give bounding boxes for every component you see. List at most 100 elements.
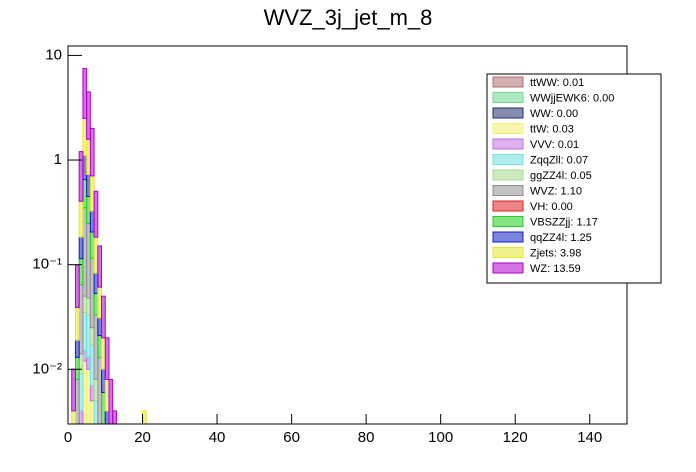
- legend-swatch: [492, 76, 524, 88]
- legend-label: WWjjEWK6: 0.00: [530, 92, 614, 104]
- legend-swatch: [492, 154, 524, 165]
- histogram-bar: [89, 210, 95, 233]
- histogram-bar: [89, 327, 95, 346]
- histogram-bar: [78, 236, 84, 260]
- histogram-bar: [78, 284, 84, 355]
- histogram-bar: [97, 317, 103, 337]
- histogram-bar: [86, 91, 91, 140]
- histogram-bar: [89, 127, 95, 177]
- histogram-bar: [86, 196, 91, 224]
- histogram-bar: [86, 297, 91, 316]
- legend-swatch: [492, 123, 524, 134]
- histogram-bar: [93, 314, 99, 380]
- histogram-bar: [82, 155, 88, 181]
- legend-label: VVV: 0.01: [530, 139, 579, 151]
- legend-label: WZ: 13.59: [530, 263, 581, 275]
- legend-label: VH: 0.00: [530, 201, 573, 213]
- legend-label: WVZ: 1.10: [530, 185, 582, 197]
- axes: 0 20 40 60 80 100 120 140 10⁻² 10⁻¹ 1 10: [32, 46, 602, 446]
- histogram-bar: [82, 350, 88, 362]
- histogram-bar: [89, 231, 95, 259]
- histogram-bar: [78, 151, 84, 202]
- x-tick-label: 100: [428, 429, 453, 446]
- y-tick-label: 10⁻²: [32, 360, 62, 377]
- histogram-bar: [86, 314, 91, 358]
- legend-label: Zjets: 3.98: [530, 247, 581, 259]
- legend-swatch: [492, 185, 524, 196]
- histogram-bar: [89, 344, 95, 386]
- legend-label: ggZZ4l: 0.05: [530, 170, 592, 182]
- legend-swatch: [492, 216, 524, 227]
- histogram-bar: [97, 335, 103, 358]
- legend-swatch: [492, 107, 524, 119]
- legend-label: ttW: 0.03: [530, 123, 574, 135]
- x-tick-label: 60: [283, 429, 300, 446]
- histogram-bar: [71, 368, 76, 412]
- histogram-bar: [82, 67, 88, 119]
- histogram-bar: [93, 378, 99, 402]
- chart-title: WVZ_3j_jet_m_8: [264, 5, 433, 30]
- histogram-bar: [82, 207, 88, 297]
- histogram-bar: [89, 257, 95, 329]
- histogram-bar: [89, 175, 95, 212]
- legend-label: ZqqZll: 0.07: [530, 154, 588, 166]
- legend-swatch: [492, 138, 524, 150]
- histogram-bar: [86, 173, 91, 198]
- histogram-bar: [93, 236, 99, 274]
- histogram-bar: [74, 356, 80, 380]
- histogram-bar: [104, 337, 110, 380]
- x-tick-label: 40: [209, 429, 226, 446]
- histogram-bar: [78, 353, 84, 375]
- histogram-bar: [86, 138, 91, 175]
- legend-swatch: [492, 247, 524, 258]
- x-tick-label: 120: [503, 429, 528, 446]
- x-tick-label: 0: [64, 429, 72, 446]
- legend-label: WW: 0.00: [530, 108, 578, 120]
- legend-swatch: [492, 262, 524, 274]
- histogram-bar: [74, 339, 80, 358]
- histogram-bar: [101, 295, 106, 339]
- y-tick-label: 1: [54, 151, 62, 168]
- histogram-bar: [74, 378, 80, 424]
- histogram-bar: [78, 410, 84, 424]
- histogram-bar: [74, 306, 80, 341]
- x-tick-label: 140: [577, 429, 602, 446]
- histogram-bar: [112, 410, 117, 424]
- legend-label: VBSZZjj: 1.17: [530, 216, 598, 228]
- legend: ttWW: 0.01 WWjjEWK6: 0.00 WW: 0.00 ttW: 0.0…: [486, 73, 662, 284]
- histogram-bar: [82, 295, 88, 313]
- legend-swatch: [492, 169, 524, 181]
- y-tick-label: 10: [45, 46, 62, 63]
- histogram-bar: [78, 200, 84, 238]
- histogram-bar: [82, 179, 88, 209]
- x-tick-label: 80: [358, 429, 375, 446]
- histogram-bar: [82, 117, 88, 157]
- histogram-bar: [74, 264, 80, 308]
- legend-swatch: [492, 200, 524, 212]
- legend-label: ttWW: 0.01: [530, 77, 584, 89]
- legend-label: qqZZ4l: 1.25: [530, 232, 592, 244]
- histogram-bar: [101, 392, 106, 424]
- histogram-bar: [108, 378, 114, 424]
- histogram-bar: [97, 356, 103, 424]
- histogram-bar: [104, 378, 110, 412]
- legend-swatch: [492, 92, 524, 103]
- y-tick-label: 10⁻¹: [32, 256, 62, 273]
- histogram-bar: [93, 293, 99, 316]
- histogram-bar: [97, 286, 103, 319]
- histogram-bar: [86, 356, 91, 370]
- histogram-bar: [101, 337, 106, 370]
- histogram-bar: [142, 410, 147, 424]
- legend-swatch: [492, 231, 524, 243]
- histogram-bar: [78, 258, 84, 286]
- histogram-bar: [97, 245, 103, 288]
- histogram-bar: [101, 368, 106, 394]
- histogram-bar: [78, 373, 84, 412]
- histogram-bar: [93, 272, 99, 295]
- x-tick-label: 20: [134, 429, 151, 446]
- histogram-bar: [86, 222, 91, 299]
- histogram-bar: [82, 311, 88, 352]
- histogram-bar: [89, 384, 95, 402]
- plot-area: [71, 67, 147, 424]
